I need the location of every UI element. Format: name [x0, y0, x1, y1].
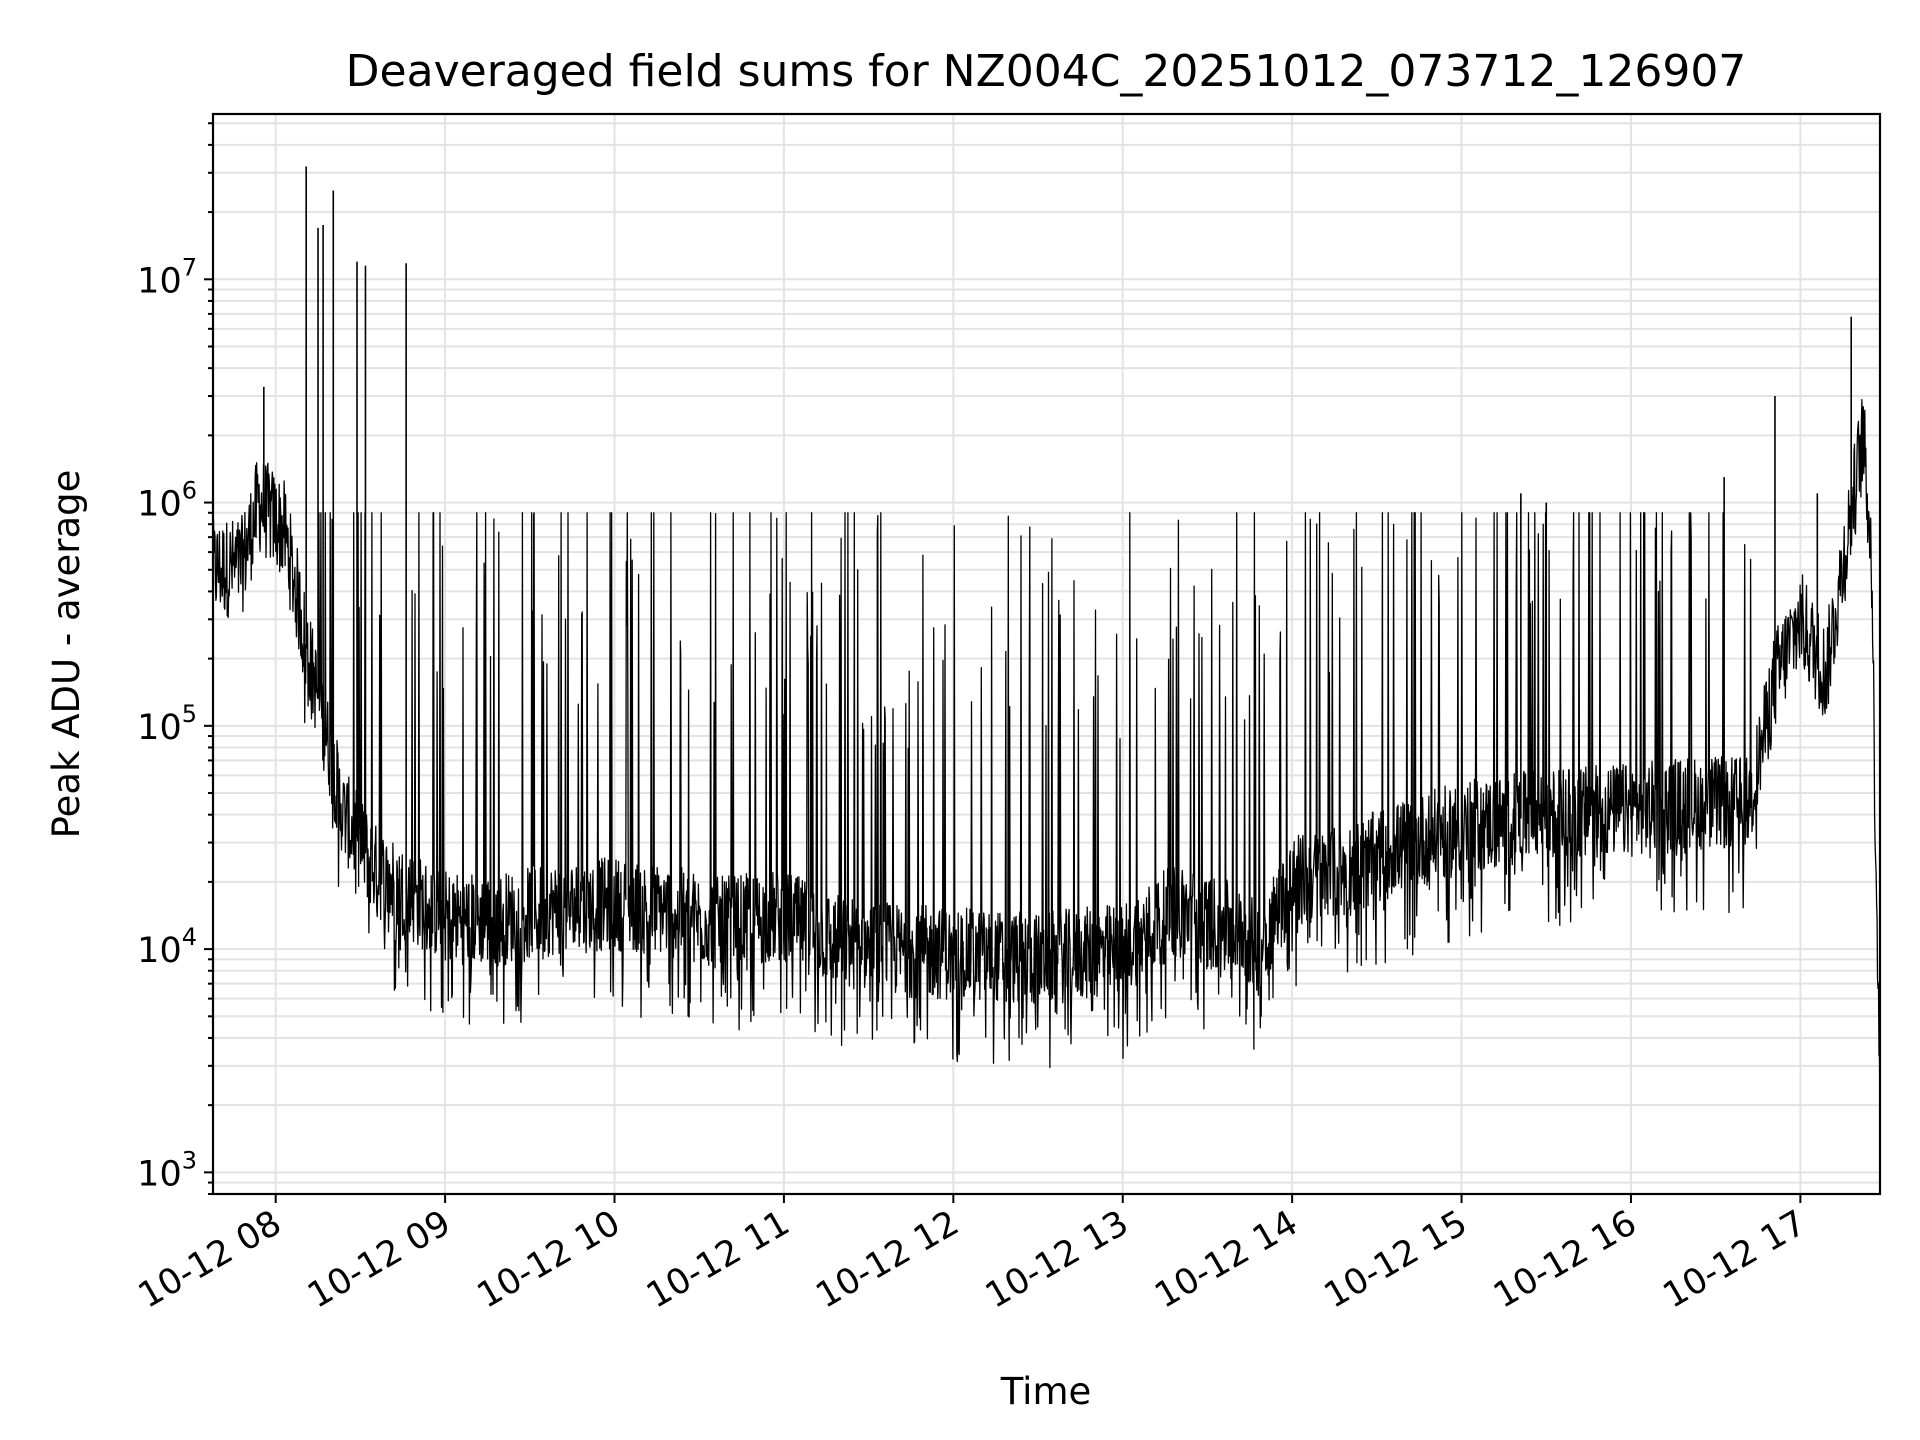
- y-tick-label: 107: [137, 253, 197, 301]
- y-tick-label: 104: [137, 923, 197, 971]
- y-tick-label: 106: [137, 477, 197, 525]
- x-axis-title: Time: [1000, 1370, 1092, 1413]
- chart-title: Deaveraged field sums for NZ004C_2025101…: [346, 46, 1747, 97]
- y-axis-title: Peak ADU - average: [45, 470, 88, 839]
- series-line: [212, 399, 1881, 1119]
- y-tick-label: 105: [137, 700, 197, 748]
- plot-frame: [211, 112, 1882, 1196]
- series-group: [212, 166, 1881, 1119]
- y-tick-label: 103: [137, 1146, 197, 1194]
